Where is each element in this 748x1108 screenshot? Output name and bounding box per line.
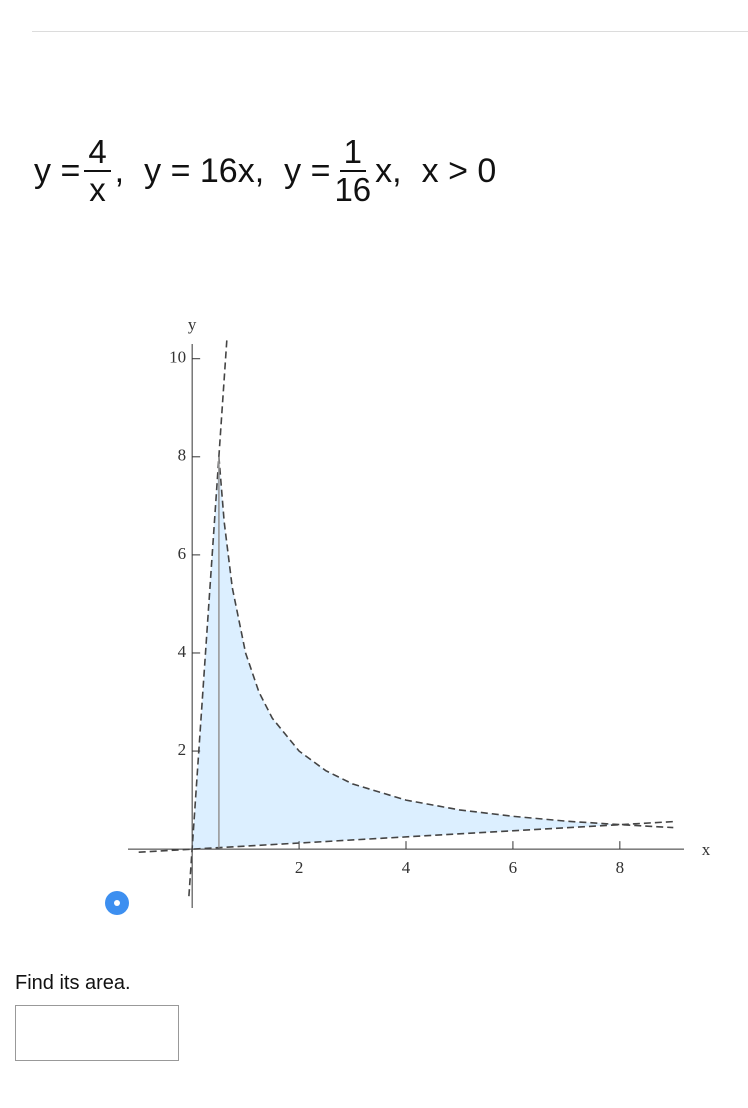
curve [138,820,674,853]
y-tick-label: 4 [178,642,187,661]
x-tick-label: 6 [509,858,518,877]
y-tick-label: 2 [178,740,187,759]
y-tick-label: 8 [178,446,187,465]
curve [188,339,228,897]
divider [32,31,748,32]
y-axis-label: y [188,315,197,334]
answer-input[interactable] [15,1005,179,1061]
y-tick-label: 10 [169,348,186,367]
x-axis-label: x [702,840,711,859]
eq-text: y = 16x, [144,151,265,190]
x-tick-label: 8 [616,858,625,877]
x-tick-label: 4 [402,858,411,877]
eq-text: y = [284,151,331,190]
fraction: 1 16 [334,134,371,208]
curve [218,456,674,829]
eq-text: y = [34,151,81,190]
eq-text: , [114,151,125,190]
x-tick-label: 2 [295,858,304,877]
denominator: 16 [334,171,372,208]
shaded-region [192,456,620,850]
eq-text: x, [375,151,402,190]
y-tick-label: 6 [178,544,187,563]
numerator: 4 [84,134,111,172]
denominator: x [89,171,106,208]
radio-indicator[interactable] [105,891,129,915]
numerator: 1 [339,134,366,172]
prompt: Find its area. [15,972,131,994]
eq-text: x > 0 [421,151,497,190]
